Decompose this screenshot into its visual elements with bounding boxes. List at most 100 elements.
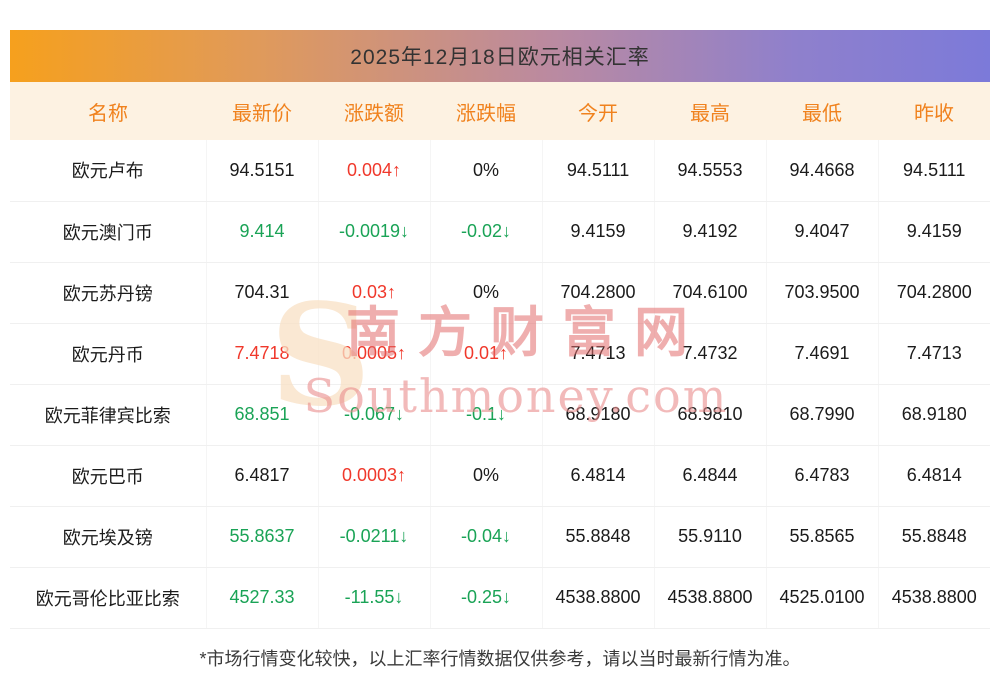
disclaimer-text: *市场行情变化较快，以上汇率行情数据仅供参考，请以当时最新行情为准。 <box>199 648 801 669</box>
latest-price-cell: 704.31 <box>206 262 319 324</box>
high-price: 94.5553 <box>654 140 767 202</box>
change-percent-cell: 0% <box>430 445 543 507</box>
table-row: 欧元澳门币 9.414 -0.0019↓ -0.02↓ 9.4159 9.419… <box>10 201 990 263</box>
low-price: 6.4783 <box>766 445 879 507</box>
latest-price: 9.414 <box>239 221 285 241</box>
prev-close: 9.4159 <box>878 201 990 263</box>
change-percent-cell: 0% <box>430 140 543 202</box>
change-amount-cell: -0.0019↓ <box>318 201 431 263</box>
latest-price-cell: 6.4817 <box>206 445 319 507</box>
open-price: 68.9180 <box>542 384 655 446</box>
high-price: 7.4732 <box>654 323 767 385</box>
latest-price: 55.8637 <box>229 526 295 546</box>
latest-price: 6.4817 <box>234 465 290 485</box>
col-header-change: 涨跌额 <box>318 82 431 140</box>
change-amount-cell: 0.03↑ <box>318 262 431 324</box>
low-price: 94.4668 <box>766 140 879 202</box>
change-amount: -11.55↓ <box>344 587 404 607</box>
pair-name: 欧元菲律宾比索 <box>10 384 207 446</box>
high-price: 68.9810 <box>654 384 767 446</box>
col-header-high: 最高 <box>654 82 767 140</box>
prev-close: 704.2800 <box>878 262 990 324</box>
change-amount-cell: -0.0211↓ <box>318 506 431 568</box>
change-amount-cell: 0.0005↑ <box>318 323 431 385</box>
prev-close: 6.4814 <box>878 445 990 507</box>
table-row: 欧元苏丹镑 704.31 0.03↑ 0% 704.2800 704.6100 … <box>10 262 990 324</box>
change-amount-cell: -11.55↓ <box>318 567 431 629</box>
open-price: 55.8848 <box>542 506 655 568</box>
header-row: 名称 最新价 涨跌额 涨跌幅 今开 最高 最低 昨收 <box>10 82 990 140</box>
table-row: 欧元埃及镑 55.8637 -0.0211↓ -0.04↓ 55.8848 55… <box>10 506 990 568</box>
latest-price-cell: 68.851 <box>206 384 319 446</box>
open-price: 9.4159 <box>542 201 655 263</box>
pair-name: 欧元哥伦比亚比索 <box>10 567 207 629</box>
latest-price: 94.5151 <box>229 159 295 180</box>
prev-close: 4538.8800 <box>878 567 990 629</box>
table-row: 欧元哥伦比亚比索 4527.33 -11.55↓ -0.25↓ 4538.880… <box>10 567 990 629</box>
change-amount: 0.0003↑ <box>341 465 407 485</box>
table-row: 欧元巴币 6.4817 0.0003↑ 0% 6.4814 6.4844 6.4… <box>10 445 990 507</box>
change-amount-cell: 0.004↑ <box>318 140 431 202</box>
latest-price-cell: 9.414 <box>206 201 319 263</box>
latest-price: 7.4718 <box>234 343 290 363</box>
change-percent: 0% <box>473 159 500 180</box>
pair-name: 欧元苏丹镑 <box>10 262 207 324</box>
high-price: 55.9110 <box>654 506 767 568</box>
latest-price-cell: 55.8637 <box>206 506 319 568</box>
change-percent-cell: 0% <box>430 262 543 324</box>
pair-name: 欧元巴币 <box>10 445 207 507</box>
col-header-prev-close: 昨收 <box>878 82 990 140</box>
page: 2025年12月18日欧元相关汇率 名称 最新价 涨跌额 涨跌幅 今开 最高 最… <box>10 30 990 669</box>
open-price: 6.4814 <box>542 445 655 507</box>
change-amount-cell: -0.067↓ <box>318 384 431 446</box>
low-price: 9.4047 <box>766 201 879 263</box>
prev-close: 68.9180 <box>878 384 990 446</box>
change-amount: 0.0005↑ <box>341 343 407 363</box>
col-header-name: 名称 <box>10 82 207 140</box>
prev-close: 55.8848 <box>878 506 990 568</box>
change-percent: 0.01↑ <box>463 343 509 363</box>
low-price: 703.9500 <box>766 262 879 324</box>
change-percent: 0% <box>473 282 500 302</box>
change-percent-cell: -0.1↓ <box>430 384 543 446</box>
pair-name: 欧元丹币 <box>10 323 207 385</box>
table-row: 欧元卢布 94.5151 0.004↑ 0% 94.5111 94.5553 9… <box>10 140 990 202</box>
latest-price: 68.851 <box>234 404 290 424</box>
change-percent-cell: -0.25↓ <box>430 567 543 629</box>
pair-name: 欧元澳门币 <box>10 201 207 263</box>
title-bar: 2025年12月18日欧元相关汇率 <box>10 30 990 82</box>
high-price: 6.4844 <box>654 445 767 507</box>
open-price: 7.4713 <box>542 323 655 385</box>
col-header-open: 今开 <box>542 82 655 140</box>
pair-name: 欧元卢布 <box>10 140 207 202</box>
col-header-percent: 涨跌幅 <box>430 82 543 140</box>
open-price: 704.2800 <box>542 262 655 324</box>
latest-price: 4527.33 <box>229 587 295 607</box>
change-percent-cell: -0.02↓ <box>430 201 543 263</box>
low-price: 55.8565 <box>766 506 879 568</box>
change-amount: -0.067↓ <box>343 404 405 424</box>
open-price: 94.5111 <box>542 140 655 202</box>
high-price: 704.6100 <box>654 262 767 324</box>
col-header-low: 最低 <box>766 82 879 140</box>
latest-price-cell: 94.5151 <box>206 140 319 202</box>
latest-price-cell: 7.4718 <box>206 323 319 385</box>
page-title: 2025年12月18日欧元相关汇率 <box>350 46 650 69</box>
change-amount: -0.0019↓ <box>338 221 410 241</box>
table-row: 欧元菲律宾比索 68.851 -0.067↓ -0.1↓ 68.9180 68.… <box>10 384 990 446</box>
change-percent: 0% <box>473 465 500 485</box>
change-percent-cell: -0.04↓ <box>430 506 543 568</box>
prev-close: 94.5111 <box>878 140 990 202</box>
high-price: 9.4192 <box>654 201 767 263</box>
latest-price: 704.31 <box>234 282 290 302</box>
change-percent: -0.1↓ <box>466 404 507 424</box>
col-header-latest: 最新价 <box>206 82 319 140</box>
high-price: 4538.8800 <box>654 567 767 629</box>
rates-table: 名称 最新价 涨跌额 涨跌幅 今开 最高 最低 昨收 欧元卢布 94.5151 … <box>10 82 990 629</box>
change-percent-cell: 0.01↑ <box>430 323 543 385</box>
change-percent: -0.04↓ <box>461 526 512 546</box>
low-price: 7.4691 <box>766 323 879 385</box>
change-percent: -0.02↓ <box>461 221 512 241</box>
prev-close: 7.4713 <box>878 323 990 385</box>
change-amount: 0.004↑ <box>346 159 402 180</box>
